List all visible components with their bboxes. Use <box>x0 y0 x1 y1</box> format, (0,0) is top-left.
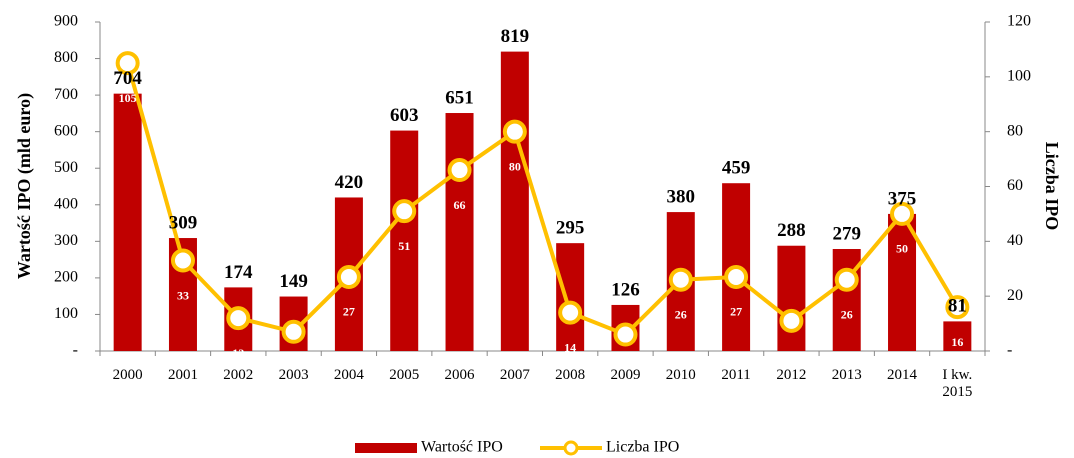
legend-label: Wartość IPO <box>421 439 503 456</box>
y-tick-label: 700 <box>54 86 78 103</box>
bar <box>500 51 529 352</box>
line-point <box>779 308 804 333</box>
y2-axis-title: Liczba IPO <box>1042 142 1062 231</box>
y-tick-label: 500 <box>54 159 78 176</box>
x-tick-label: 2000 <box>112 367 143 383</box>
line-value-label: 27 <box>343 305 355 319</box>
bar-value-label: 375 <box>888 188 917 209</box>
line <box>125 62 960 337</box>
line-point <box>834 267 859 292</box>
bar-value-label: 380 <box>667 186 696 207</box>
bar <box>390 130 419 351</box>
line-point <box>170 248 195 273</box>
y-tick-label: 300 <box>54 232 78 249</box>
line-point <box>613 322 638 347</box>
bar-value-label: 819 <box>501 26 530 47</box>
x-tick-label: 2005 <box>389 367 420 383</box>
line-point <box>945 295 970 320</box>
x-tick-label: 2004 <box>333 367 364 383</box>
x-tick-label: 2008 <box>555 367 586 383</box>
bar-value-label: 279 <box>832 223 861 244</box>
line-value-label: 105 <box>119 91 137 105</box>
bar <box>556 243 585 351</box>
x-tick-label: 2007 <box>499 367 530 383</box>
x-tick-label: 2006 <box>444 367 475 383</box>
line-value-label: 14 <box>564 340 576 354</box>
bar-value-label: 704 <box>113 68 142 89</box>
line-point <box>502 119 527 144</box>
line-value-label: 27 <box>730 305 742 319</box>
bar <box>943 321 972 351</box>
line-point <box>447 158 472 183</box>
x-tick-label: 2012 <box>776 367 807 383</box>
x-tick-label: 2003 <box>278 367 309 383</box>
line-value-label: 51 <box>398 239 410 253</box>
line-value-label: 11 <box>786 349 797 363</box>
line-value-label: 33 <box>177 288 189 302</box>
legend-label: Liczba IPO <box>606 439 679 456</box>
y2-tick-label: 40 <box>1007 232 1023 249</box>
x-tick-label: 2002 <box>223 367 254 383</box>
bar-value-label: 420 <box>335 172 364 193</box>
bar-value-label: 295 <box>556 218 585 239</box>
y-tick-label: - <box>73 342 78 359</box>
line-value-label: 66 <box>454 198 466 212</box>
bar <box>777 245 806 351</box>
y2-tick-label: 80 <box>1007 122 1023 139</box>
y-tick-label: 200 <box>54 269 78 286</box>
x-tick-label: 2001 <box>167 367 198 383</box>
line-value-label: 26 <box>841 307 853 321</box>
bar <box>113 93 142 351</box>
line-point <box>336 264 361 289</box>
legend-marker <box>563 440 579 456</box>
line-value-label: 26 <box>675 307 687 321</box>
line-point <box>890 201 915 226</box>
y2-tick-label: 100 <box>1007 68 1031 85</box>
y-axis-title: Wartość IPO (mld euro) <box>14 93 35 279</box>
bar-value-label: 459 <box>722 158 751 179</box>
bar-value-label: 309 <box>169 212 198 233</box>
y2-tick-label: - <box>1007 342 1012 359</box>
bar-value-label: 174 <box>224 262 253 283</box>
x-tick-label: 2014 <box>887 367 918 383</box>
line-value-label: 80 <box>509 159 521 173</box>
bar-value-label: 126 <box>611 279 640 300</box>
x-tick-label: 2009 <box>610 367 641 383</box>
line-value-label: 16 <box>951 335 963 349</box>
x-tick-label: 2010 <box>665 367 696 383</box>
y-tick-label: 800 <box>54 49 78 66</box>
line-point <box>392 199 417 224</box>
x-tick-label: 2013 <box>831 367 862 383</box>
line-point <box>281 319 306 344</box>
line-point <box>668 267 693 292</box>
bar <box>888 213 917 351</box>
y-tick-label: 900 <box>54 13 78 30</box>
y2-tick-label: 60 <box>1007 177 1023 194</box>
y2-tick-label: 20 <box>1007 287 1023 304</box>
line-point <box>226 306 251 331</box>
y-tick-label: 400 <box>54 195 78 212</box>
bar-value-label: 603 <box>390 105 419 126</box>
bar-value-label: 288 <box>777 220 806 241</box>
line-value-label: 12 <box>232 346 244 360</box>
y-tick-label: 100 <box>54 305 78 322</box>
line-value-label: 7 <box>291 360 297 374</box>
line-point <box>558 300 583 325</box>
bar <box>832 249 861 351</box>
y2-tick-label: 120 <box>1007 13 1031 30</box>
line-point <box>724 264 749 289</box>
x-tick-label: 2011 <box>721 367 751 383</box>
line-value-label: 50 <box>896 242 908 256</box>
legend-swatch <box>355 443 417 453</box>
bar <box>445 113 474 351</box>
line-point <box>115 51 140 76</box>
bar-value-label: 81 <box>948 296 967 317</box>
y-tick-label: 600 <box>54 122 78 139</box>
bar-value-label: 651 <box>445 87 474 108</box>
x-tick-label: I kw. 2015 <box>942 367 973 400</box>
bar-value-label: 149 <box>279 271 308 292</box>
